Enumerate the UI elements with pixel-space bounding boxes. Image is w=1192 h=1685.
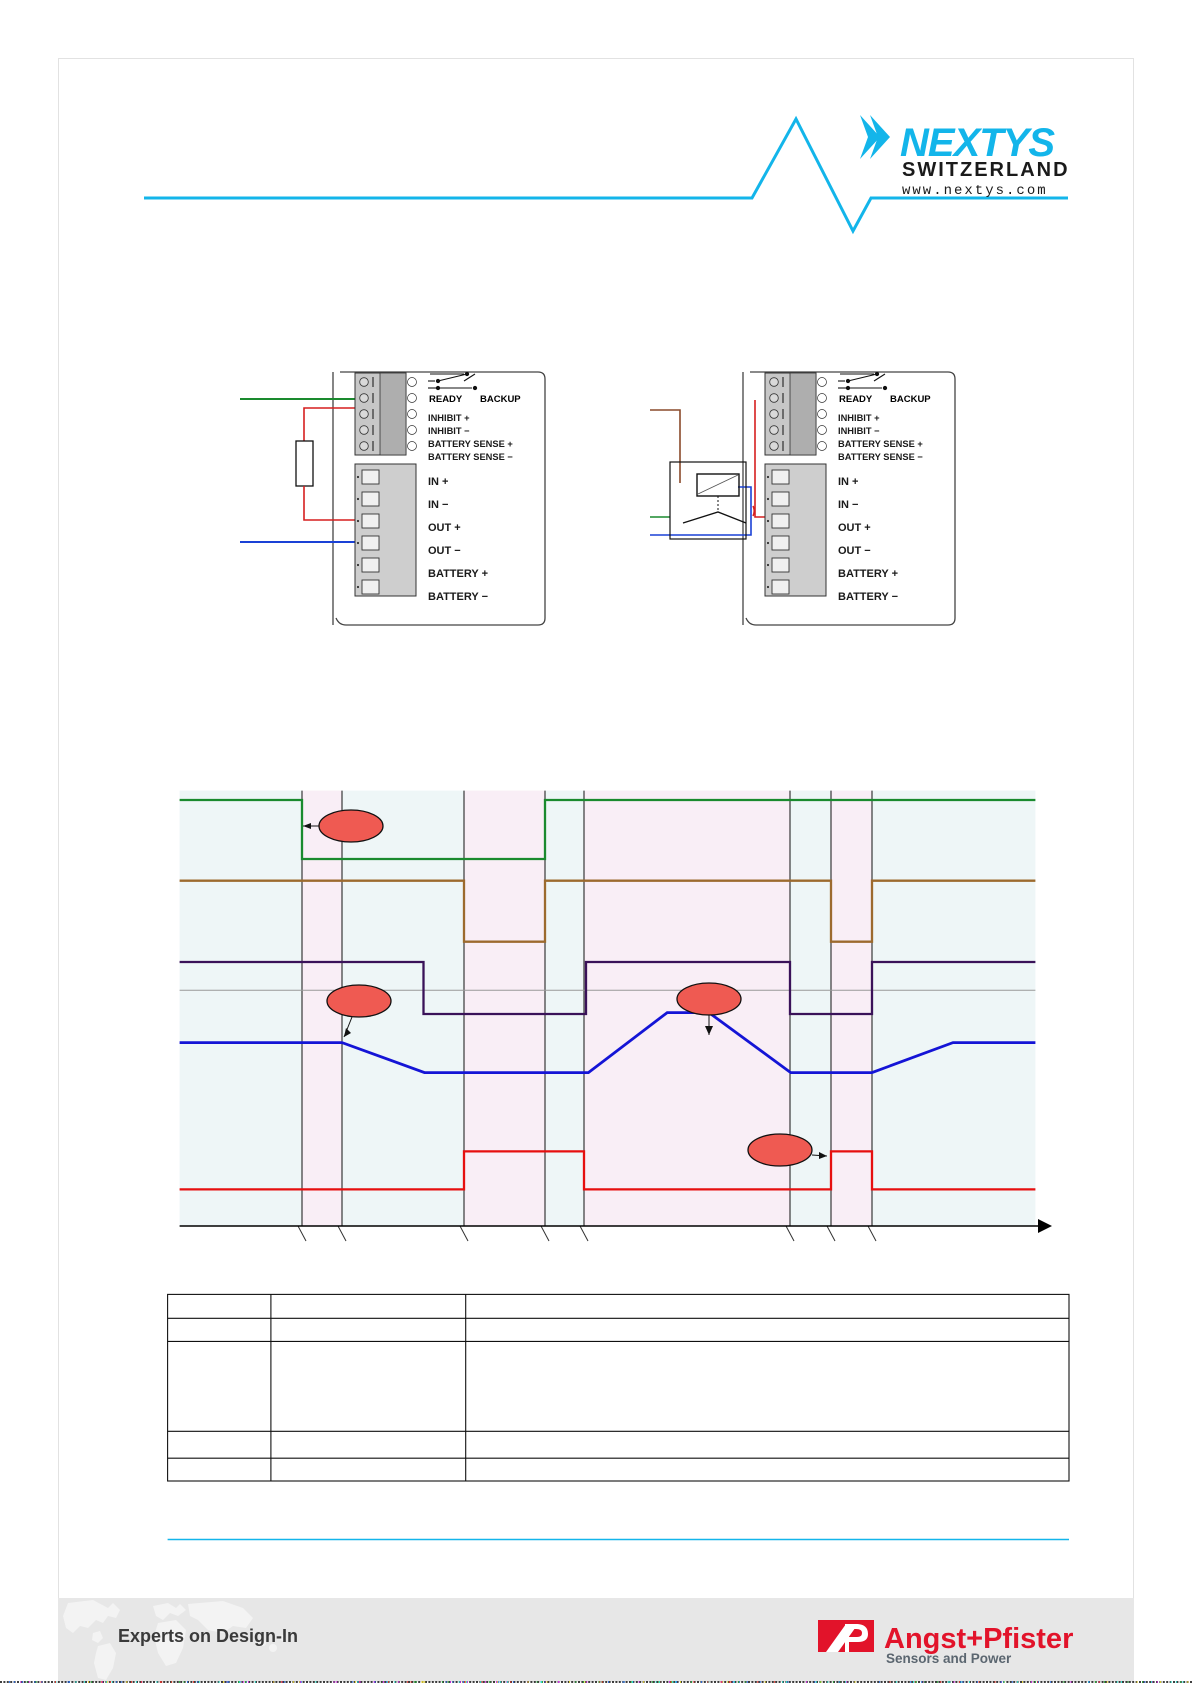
svg-text:Sensors and Power: Sensors and Power	[886, 1651, 1012, 1666]
